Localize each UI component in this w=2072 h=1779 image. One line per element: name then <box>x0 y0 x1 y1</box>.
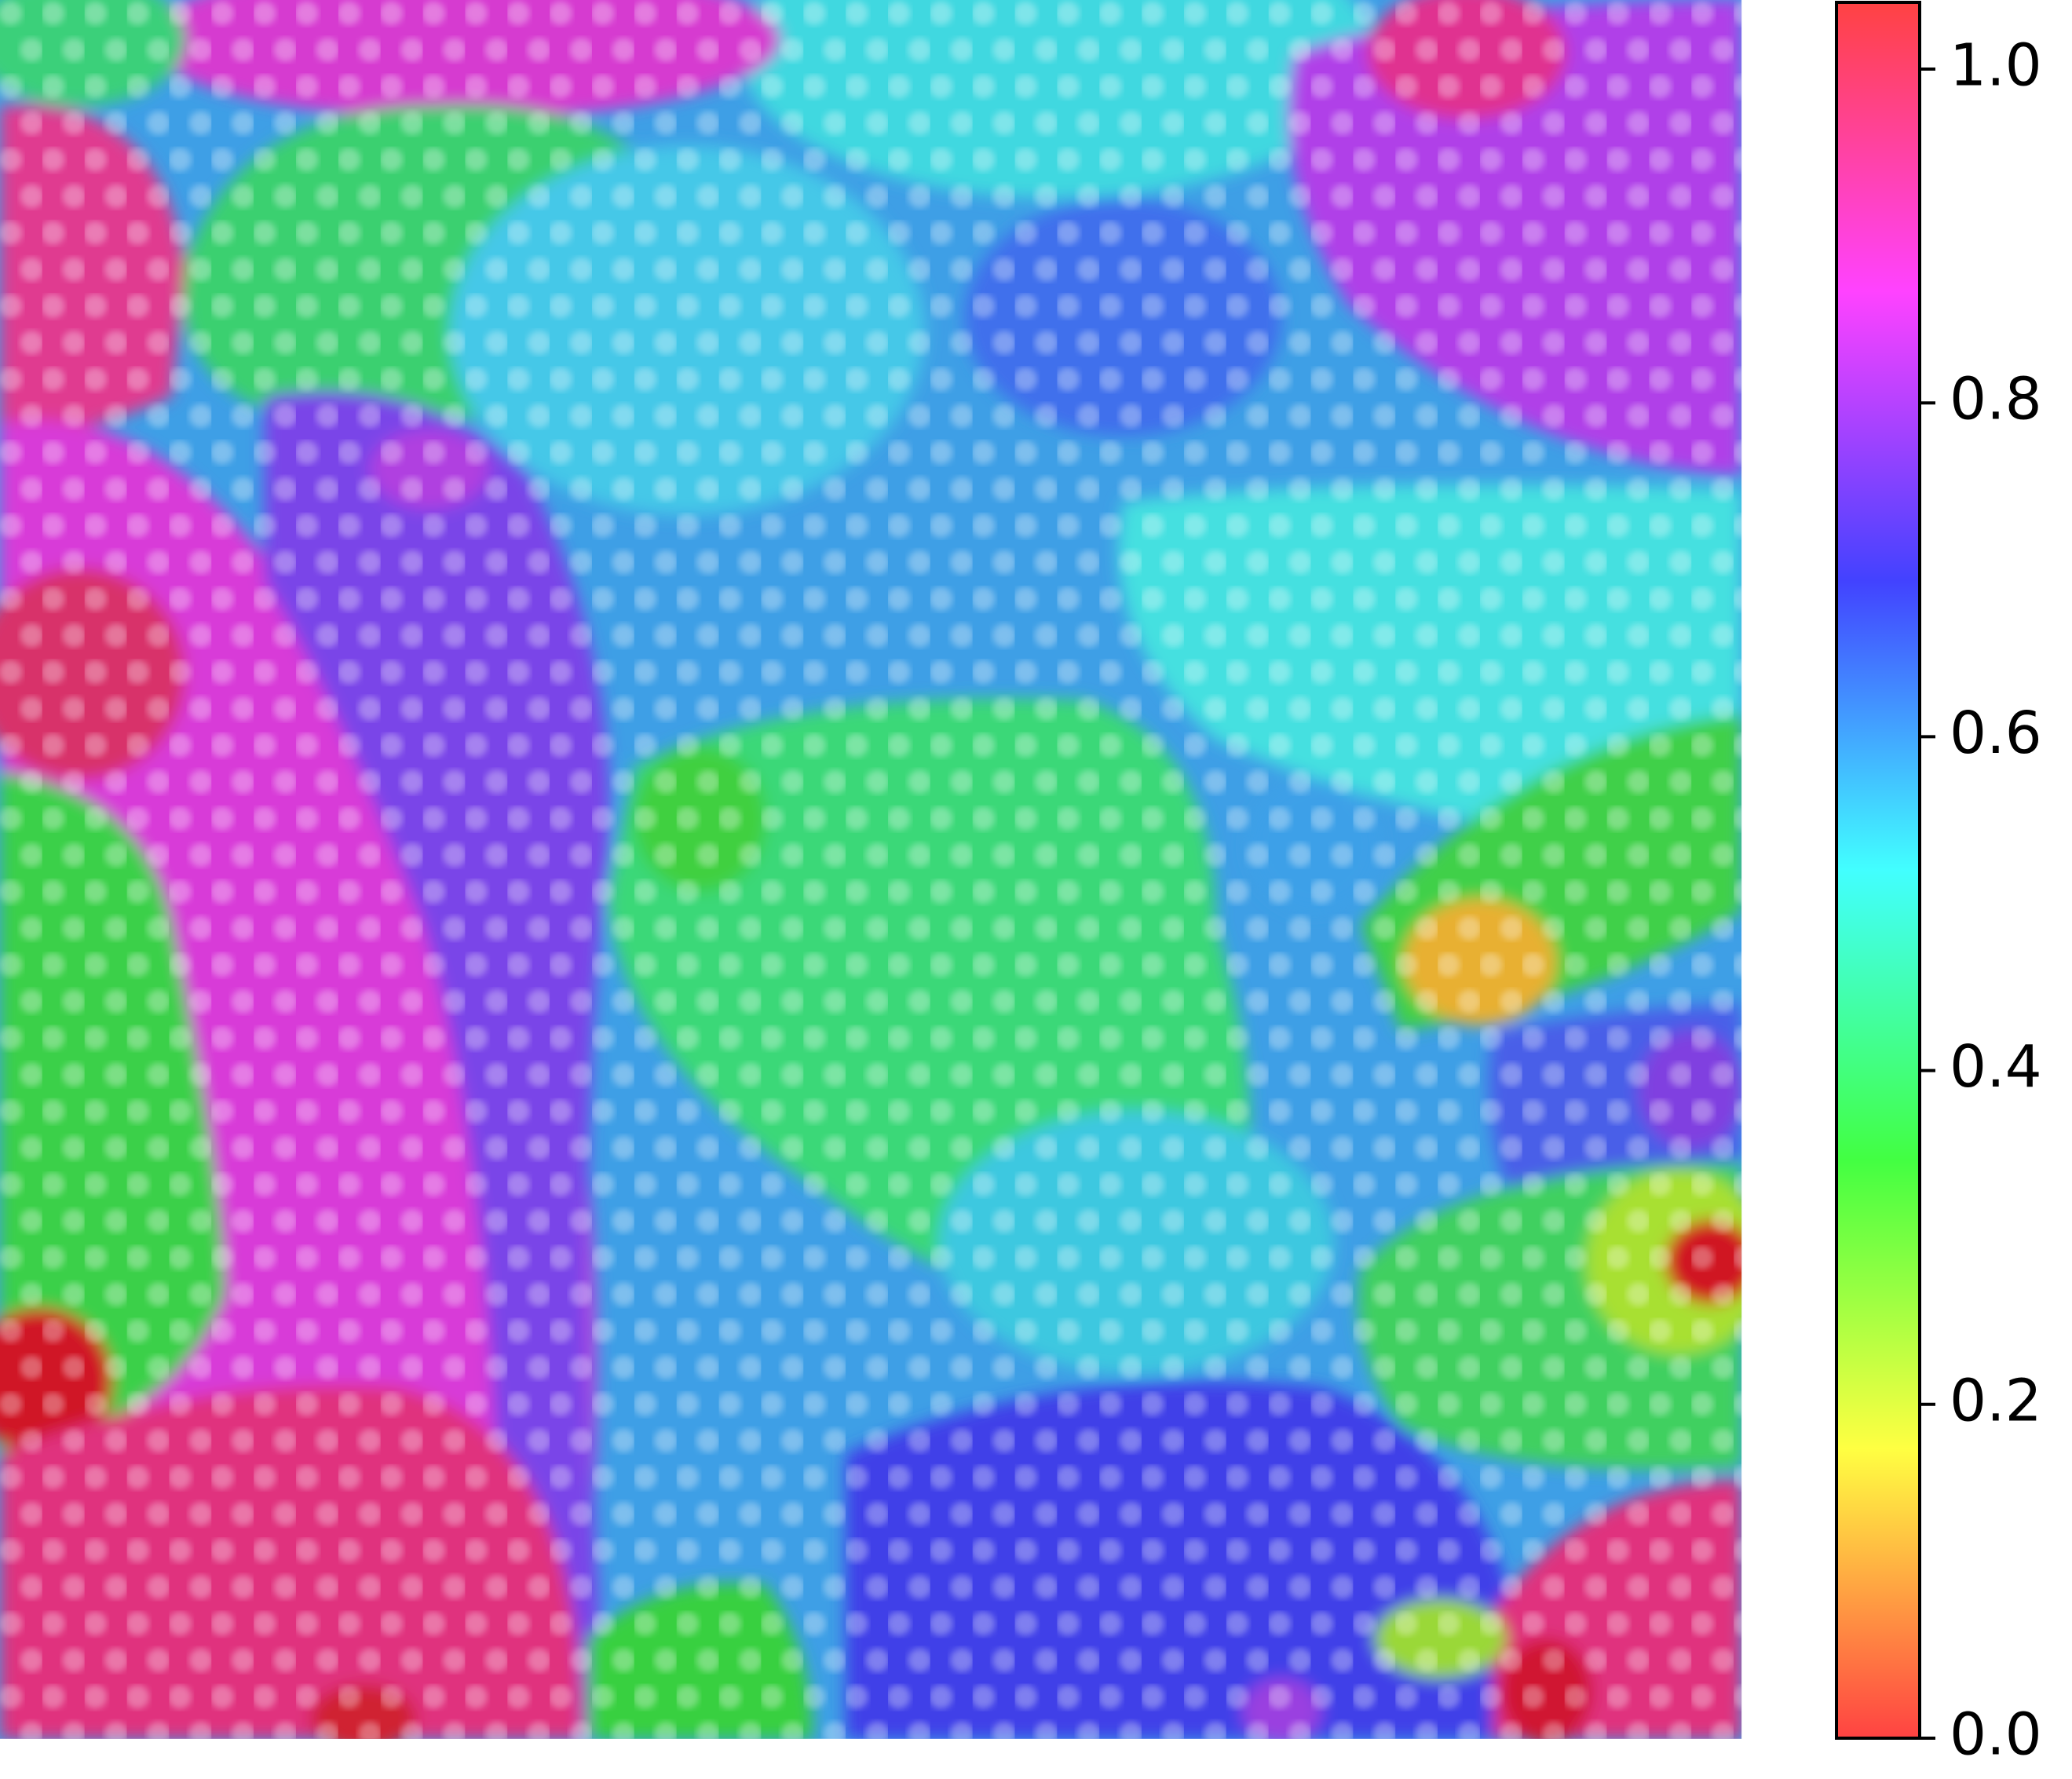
y-tick-label: 0.2 <box>1950 1367 2042 1434</box>
y-tick-label: 0.4 <box>1950 1033 2042 1101</box>
colorbar-fill <box>1835 1 1921 1740</box>
colorbar: 0.0 0.2 0.4 0.6 0.8 1.0 <box>1835 1 2042 1769</box>
y-tick-label: 1.0 <box>1950 32 2042 100</box>
y-tick-label: 0.6 <box>1950 700 2042 767</box>
phase-field <box>0 0 1742 1739</box>
y-tick-label: 0.8 <box>1950 366 2042 433</box>
y-tick-label: 0.0 <box>1950 1701 2042 1769</box>
